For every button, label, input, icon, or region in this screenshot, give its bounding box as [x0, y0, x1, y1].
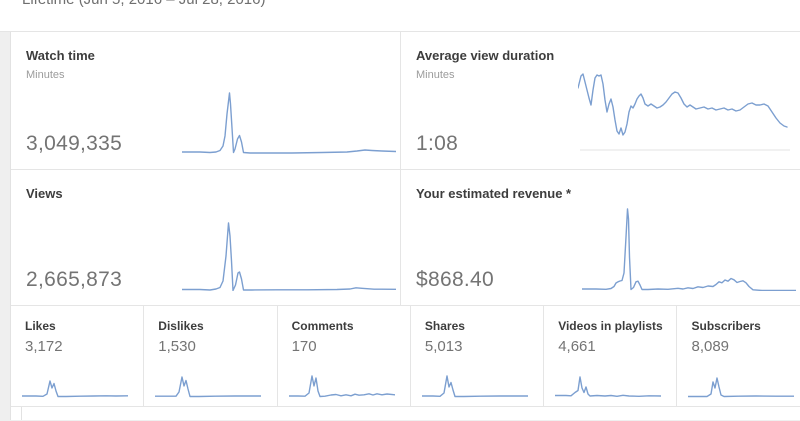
dislikes-title: Dislikes — [158, 319, 204, 333]
metric-row-1: Watch time Minutes 3,049,335 Average vie… — [11, 32, 800, 170]
subscribers-card[interactable]: Subscribers 8,089 — [677, 306, 800, 406]
likes-title: Likes — [25, 319, 56, 333]
comments-card[interactable]: Comments 170 — [278, 306, 411, 406]
estimated-revenue-card[interactable]: Your estimated revenue * $868.40 — [401, 170, 800, 305]
videos-in-playlists-card[interactable]: Videos in playlists 4,661 — [544, 306, 678, 406]
watch-time-unit: Minutes — [26, 69, 65, 81]
estimated-revenue-value: $868.40 — [416, 268, 495, 291]
avg-view-duration-title: Average view duration — [416, 48, 555, 63]
shares-title: Shares — [424, 319, 465, 333]
estimated-revenue-title: Your estimated revenue * — [416, 186, 572, 201]
videos-in-playlists-value: 4,661 — [558, 338, 596, 355]
videos-in-playlists-sparkline — [554, 373, 662, 401]
avg-view-duration-value: 1:08 — [416, 132, 459, 155]
analytics-overview: Watch time Minutes 3,049,335 Average vie… — [0, 32, 800, 421]
avg-view-duration-unit: Minutes — [416, 69, 455, 81]
shares-card[interactable]: Shares 5,013 — [411, 306, 545, 406]
views-card[interactable]: Views 2,665,873 — [11, 170, 401, 305]
dislikes-card[interactable]: Dislikes 1,530 — [144, 306, 278, 406]
watch-time-sparkline — [182, 90, 396, 154]
subscribers-value: 8,089 — [691, 338, 730, 355]
subscribers-sparkline — [687, 373, 796, 401]
comments-sparkline — [287, 373, 396, 401]
likes-value: 3,172 — [25, 338, 63, 355]
comments-title: Comments — [291, 319, 354, 333]
comments-value: 170 — [291, 338, 317, 355]
views-sparkline — [182, 221, 396, 291]
shares-sparkline — [421, 373, 529, 401]
watch-time-title: Watch time — [26, 48, 95, 63]
subscribers-title: Subscribers — [691, 319, 761, 333]
next-section-edge — [21, 407, 800, 420]
metric-row-2: Views 2,665,873 Your estimated revenue *… — [11, 170, 800, 306]
watch-time-card[interactable]: Watch time Minutes 3,049,335 — [11, 32, 401, 169]
metric-row-3: Likes 3,172 Dislikes 1,530 Comments 170 … — [11, 306, 800, 407]
dislikes-value: 1,530 — [158, 338, 196, 355]
watch-time-value: 3,049,335 — [26, 132, 123, 155]
estimated-revenue-sparkline — [582, 207, 796, 291]
likes-sparkline — [21, 373, 129, 401]
avg-view-duration-sparkline — [578, 70, 792, 154]
date-range-selector[interactable]: Lifetime (Jun 5, 2016 – Jul 28, 2016) — [22, 0, 266, 8]
shares-value: 5,013 — [424, 338, 463, 355]
dislikes-sparkline — [154, 373, 262, 401]
videos-in-playlists-title: Videos in playlists — [558, 319, 663, 333]
views-title: Views — [26, 186, 63, 201]
metric-cards-grid: Watch time Minutes 3,049,335 Average vie… — [10, 32, 800, 420]
avg-view-duration-card[interactable]: Average view duration Minutes 1:08 — [401, 32, 800, 169]
likes-card[interactable]: Likes 3,172 — [11, 306, 145, 406]
report-header: Lifetime (Jun 5, 2016 – Jul 28, 2016) — [0, 0, 800, 32]
views-value: 2,665,873 — [26, 268, 123, 291]
